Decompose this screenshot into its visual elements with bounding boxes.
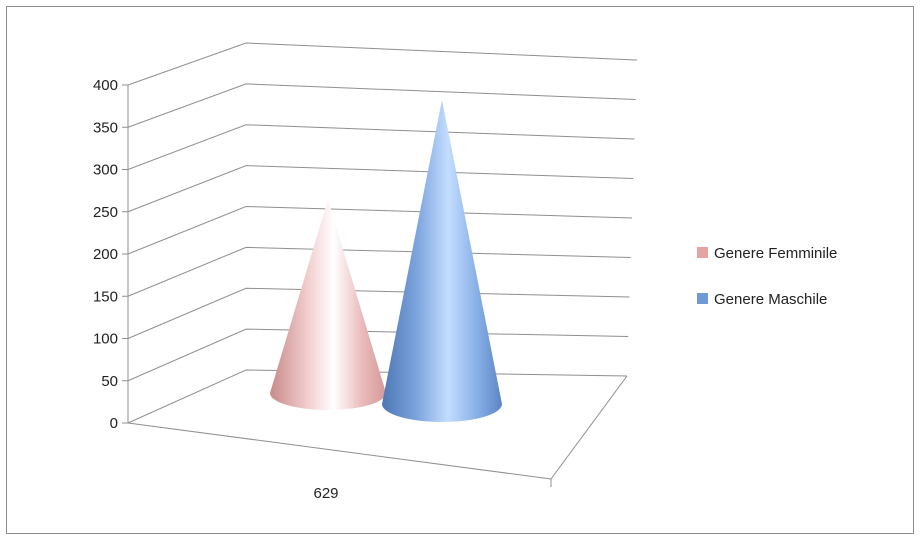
cone-body: [270, 199, 386, 410]
legend-label: Genere Femminile: [714, 245, 837, 262]
cones: [270, 99, 502, 422]
y-tick-label: 300: [93, 162, 118, 179]
cone-genere-femminile: [270, 199, 386, 410]
legend-swatch: [697, 247, 708, 258]
x-axis-line: [127, 422, 552, 480]
y-tick-label: 250: [93, 204, 118, 221]
cone-body: [382, 99, 502, 422]
y-tick-label: 0: [110, 415, 118, 432]
y-tick-label: 400: [93, 77, 118, 94]
y-tick-label: 50: [101, 373, 118, 390]
gridline: [127, 246, 631, 297]
legend-item: Genere Femminile: [697, 245, 837, 262]
gridline: [127, 369, 628, 424]
floor-edge: [550, 375, 628, 480]
x-tick-label: 629: [313, 485, 338, 502]
axes: [122, 42, 638, 487]
gridline: [127, 83, 636, 128]
legend-swatch: [697, 293, 708, 304]
legend-item: Genere Maschile: [697, 291, 827, 308]
legend: Genere Femminile Genere Maschile: [697, 245, 837, 308]
gridline: [127, 42, 638, 86]
y-tick-label: 200: [93, 246, 118, 263]
y-tick-label: 100: [93, 331, 118, 348]
gridline: [127, 205, 633, 255]
gridline: [127, 328, 629, 382]
gridline: [127, 165, 634, 213]
cone-genere-maschile: [382, 99, 502, 422]
y-tick-label: 350: [93, 119, 118, 136]
legend-label: Genere Maschile: [714, 291, 827, 308]
y-tick-label: 150: [93, 288, 118, 305]
gridline: [127, 287, 630, 339]
axis-labels: 0 50 100 150 200 250 300 350 400 629: [93, 77, 339, 502]
gridline: [127, 124, 635, 170]
